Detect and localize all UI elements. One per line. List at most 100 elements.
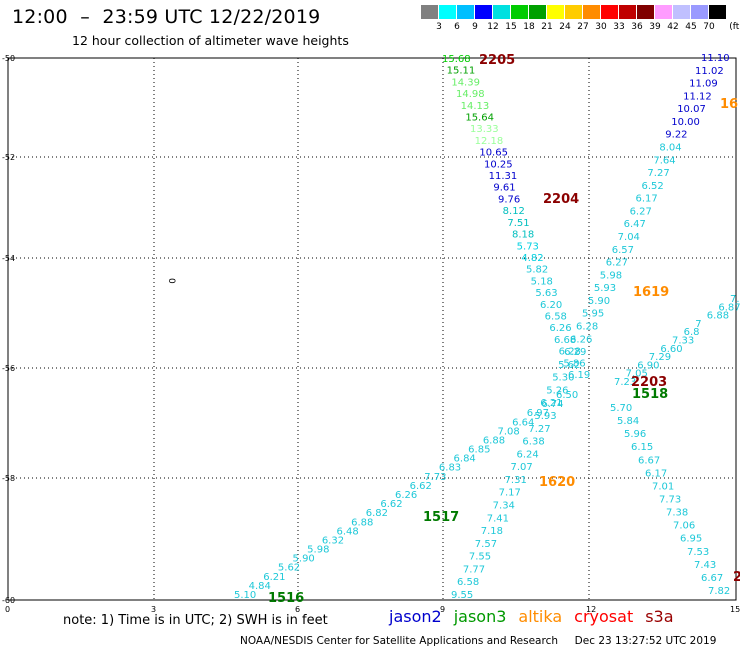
wave-height-value: 8.18 xyxy=(512,230,534,241)
wave-height-value: 7.04 xyxy=(618,232,640,243)
wave-height-value: 5.98 xyxy=(307,545,329,556)
legend-item: jason3 xyxy=(453,607,507,626)
wave-height-value: 7.64 xyxy=(653,155,675,166)
wave-height-value: 10.65 xyxy=(479,148,508,159)
wave-height-value: 6.29 xyxy=(564,347,586,358)
wave-height-value: 10.07 xyxy=(677,104,706,115)
x-axis-tick-label: 0 xyxy=(5,605,10,614)
x-axis-tick-label: 12 xyxy=(586,605,596,614)
color-scale-label: 36 xyxy=(631,22,643,32)
color-scale-label: 3 xyxy=(436,22,442,32)
wave-height-value: 5.70 xyxy=(610,403,632,414)
wave-height-value: 6.88 xyxy=(483,435,505,446)
wave-height-value: 7.55 xyxy=(469,552,491,563)
wave-height-value: 7.53 xyxy=(687,547,709,558)
wave-height-value: 5.90 xyxy=(588,296,610,307)
wave-height-value: 6.48 xyxy=(336,526,358,537)
wave-height-value: 6.19 xyxy=(568,370,590,381)
wave-height-value: 6.74 xyxy=(541,399,563,410)
x-axis-tick-label: 9 xyxy=(440,605,445,614)
wave-height-value: 11.09 xyxy=(689,79,718,90)
y-axis-tick-label: -60 xyxy=(2,596,15,605)
legend-item: s3a xyxy=(645,607,674,626)
wave-height-value: 7.28 xyxy=(730,294,740,305)
wave-height-value: 4.82 xyxy=(521,253,543,264)
wave-height-value: 14.39 xyxy=(451,77,480,88)
wave-height-value: 6.60 xyxy=(660,344,682,355)
wave-height-value: 6.21 xyxy=(540,398,562,409)
wave-height-value: 15.68 xyxy=(442,54,471,65)
wave-height-value: 7.73 xyxy=(659,495,681,506)
wave-height-value: 6.88 xyxy=(707,311,729,322)
wave-height-value: 6.62 xyxy=(410,481,432,492)
color-scale-label: 45 xyxy=(685,22,697,32)
wave-height-value: 10.00 xyxy=(671,117,700,128)
color-swatch xyxy=(673,5,690,19)
wave-height-value: 7.31 xyxy=(505,475,527,486)
color-swatch xyxy=(457,5,474,19)
color-scale-label: 42 xyxy=(667,22,679,32)
wave-height-value: 6.50 xyxy=(556,390,578,401)
color-scale-unit: (ft) xyxy=(729,22,740,32)
wave-height-value: 6.88 xyxy=(351,517,373,528)
wave-height-value: 10.25 xyxy=(484,159,513,170)
wave-height-value: 14.13 xyxy=(461,101,490,112)
wave-height-value: 5.84 xyxy=(617,416,639,427)
wave-height-value: 7.08 xyxy=(497,426,519,437)
wave-height-value: 6.20 xyxy=(540,300,562,311)
y-axis-tick-label: -52 xyxy=(2,153,15,162)
color-swatch xyxy=(565,5,582,19)
wave-height-value: 6.15 xyxy=(631,442,653,453)
page-subtitle: 12 hour collection of altimeter wave hei… xyxy=(72,33,349,48)
wave-height-value: 5.30 xyxy=(552,373,574,384)
wave-height-value: 6.47 xyxy=(624,219,646,230)
wave-height-value: 11.12 xyxy=(683,91,712,102)
wave-height-value: 6.24 xyxy=(516,449,538,460)
wave-height-value: 7.07 xyxy=(511,462,533,473)
wave-height-value: 5.62 xyxy=(278,563,300,574)
wave-height-value: 5.90 xyxy=(293,554,315,565)
wave-height-value: 6.26 xyxy=(549,323,571,334)
wave-height-value: 7.34 xyxy=(493,501,515,512)
wave-height-value: 9.76 xyxy=(498,194,520,205)
color-swatch xyxy=(493,5,510,19)
y-axis-tick-label: -58 xyxy=(2,474,15,483)
color-swatch xyxy=(439,5,456,19)
y-axis-tick-label: -56 xyxy=(2,364,15,373)
wave-height-value: 7.18 xyxy=(481,526,503,537)
y-axis-tick-label: -54 xyxy=(2,254,15,263)
wave-height-value: 6.58 xyxy=(545,311,567,322)
wave-height-value: 7.38 xyxy=(666,508,688,519)
wave-height-value: 7.06 xyxy=(673,521,695,532)
color-swatch xyxy=(691,5,708,19)
page-title: 12:00 – 23:59 UTC 12/22/2019 xyxy=(12,6,321,28)
wave-height-value: 6.90 xyxy=(637,360,659,371)
wave-height-value: 13.33 xyxy=(470,124,499,135)
color-scale-label: 24 xyxy=(559,22,571,32)
wave-height-value: 7.27 xyxy=(528,424,550,435)
wave-height-value: 6.26 xyxy=(570,334,592,345)
wave-height-value: 6.8 xyxy=(684,327,700,338)
color-swatch xyxy=(709,5,726,19)
pass-time-label: 1517 xyxy=(423,510,459,525)
wave-height-value: 15.11 xyxy=(447,66,476,77)
wave-height-value: 4.84 xyxy=(249,581,271,592)
wave-height-value: 5.86 xyxy=(563,358,585,369)
wave-height-value: 6.85 xyxy=(468,445,490,456)
color-scale-label: 30 xyxy=(595,22,607,32)
color-swatch xyxy=(511,5,528,19)
wave-height-value: 11.31 xyxy=(489,171,518,182)
wave-height-value: 6.95 xyxy=(680,534,702,545)
wave-height-value: 6.67 xyxy=(701,573,723,584)
wave-height-value: 6.62 xyxy=(380,499,402,510)
wave-height-value: 5.18 xyxy=(531,276,553,287)
wave-height-value: 7.82 xyxy=(708,586,730,597)
color-scale-label: 27 xyxy=(577,22,589,32)
wave-height-value: 7.77 xyxy=(463,564,485,575)
wave-height-value: 7.33 xyxy=(672,336,694,347)
wave-height-value: 6.68 xyxy=(554,335,576,346)
wave-height-value: 5.93 xyxy=(594,283,616,294)
wave-height-value: 6.57 xyxy=(612,245,634,256)
wave-height-value: 6.21 xyxy=(263,572,285,583)
